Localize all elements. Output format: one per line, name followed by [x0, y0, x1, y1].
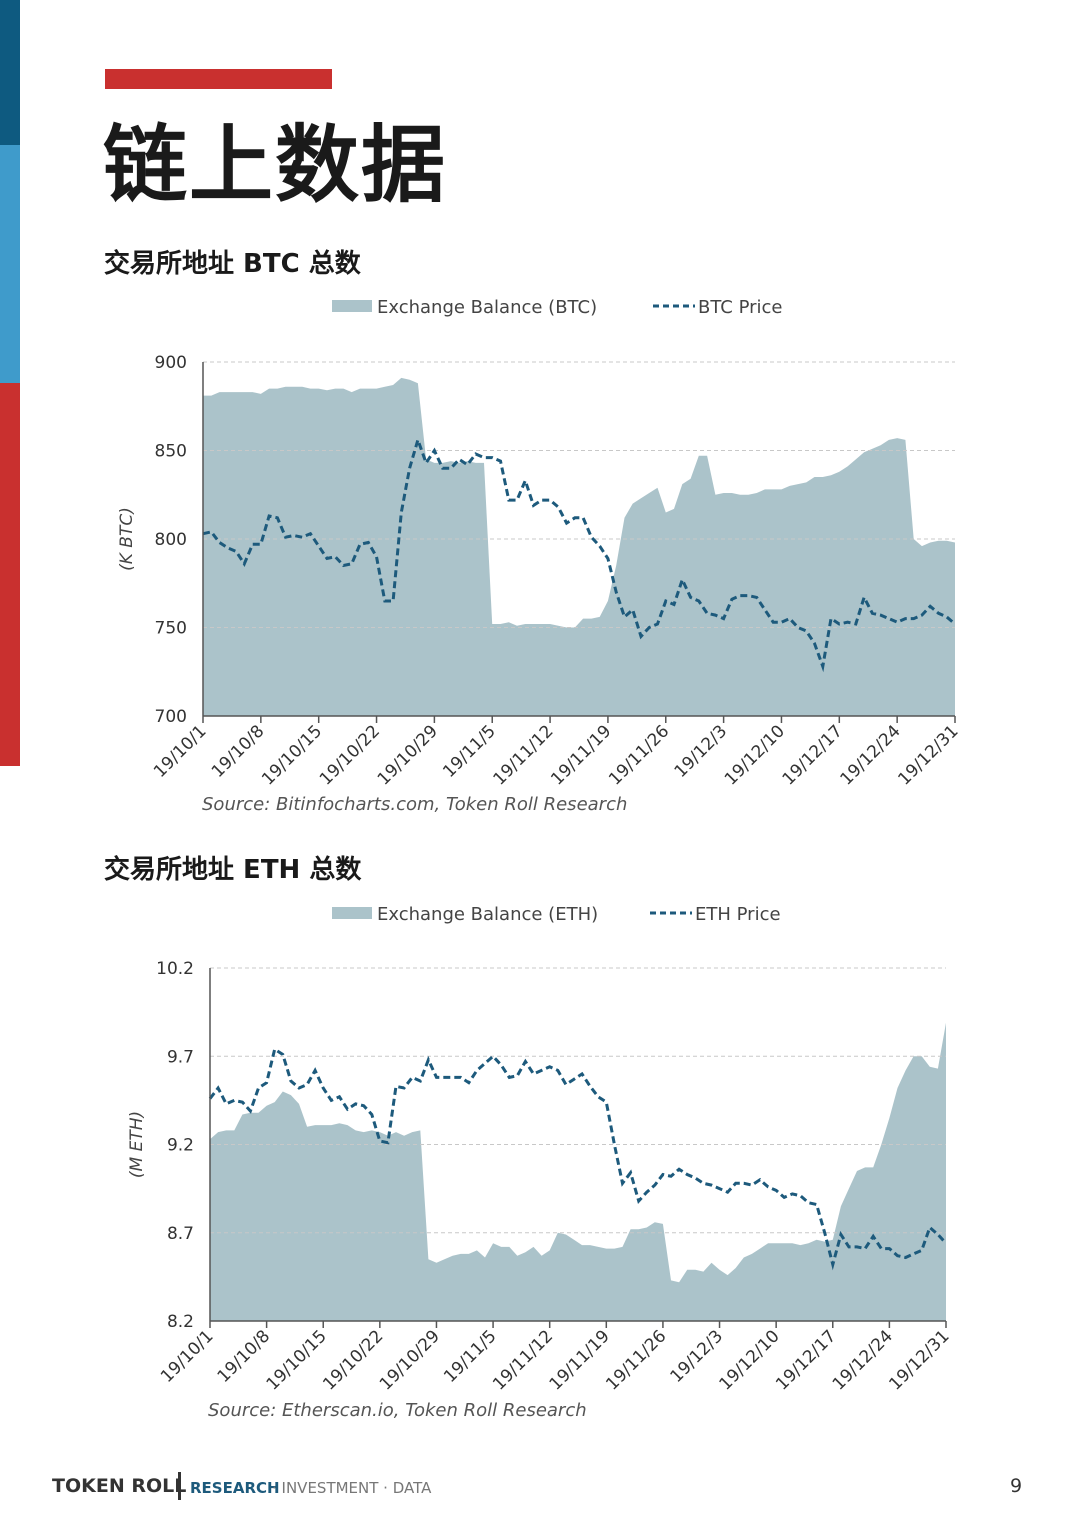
- footer-highlight: RESEARCH: [190, 1479, 280, 1497]
- chart-title: 交易所地址 ETH 总数: [104, 854, 362, 885]
- x-tick-label: 19/11/19: [546, 1326, 614, 1394]
- x-tick-label: 19/12/17: [772, 1326, 840, 1394]
- source-note: Source: Etherscan.io, Token Roll Researc…: [208, 1400, 587, 1421]
- side-bar: [0, 383, 20, 766]
- x-tick-label: 19/11/26: [602, 1326, 670, 1394]
- x-tick-label: 19/10/29: [376, 1326, 444, 1394]
- y-tick-label: 8.7: [167, 1224, 194, 1244]
- legend-label: Exchange Balance (BTC): [377, 297, 597, 318]
- legend-swatch: [332, 300, 372, 312]
- y-axis-label: (M ETH): [127, 1111, 147, 1178]
- x-tick-label: 19/11/12: [489, 1326, 557, 1394]
- area: [210, 1022, 946, 1321]
- x-tick-label: 19/10/1: [150, 721, 210, 781]
- price-line: [208, 1046, 948, 1271]
- y-tick-label: 750: [155, 619, 187, 639]
- side-bar: [0, 145, 20, 383]
- x-tick-label: 19/11/19: [547, 721, 615, 789]
- y-tick-label: 900: [155, 353, 187, 373]
- title-bar: [105, 69, 332, 89]
- x-tick-label: 19/11/12: [489, 721, 557, 789]
- x-tick-label: 19/10/15: [258, 721, 326, 789]
- charts: 交易所地址 BTC 总数 Exchange Balance (BTC) BTC Pr…: [104, 248, 963, 1421]
- footer-divider: [178, 1472, 181, 1500]
- page-title: 链上数据: [103, 116, 448, 214]
- side-bar: [0, 0, 20, 145]
- area: [203, 377, 955, 716]
- legend-label: ETH Price: [695, 904, 781, 925]
- y-tick-label: 800: [155, 530, 187, 550]
- x-tick-label: 19/12/24: [829, 1326, 897, 1394]
- x-tick-label: 19/12/17: [779, 721, 847, 789]
- y-tick-label: 10.2: [156, 959, 194, 979]
- y-tick-label: 9.7: [167, 1047, 194, 1067]
- y-axis-label: (K BTC): [117, 507, 137, 571]
- y-tick-label: 850: [155, 442, 187, 462]
- y-tick-label: 9.2: [167, 1136, 194, 1156]
- legend-label: Exchange Balance (ETH): [377, 904, 598, 925]
- x-tick-label: 19/12/31: [885, 1326, 953, 1394]
- legend-swatch: [332, 907, 372, 919]
- source-note: Source: Bitinfocharts.com, Token Roll Re…: [202, 794, 627, 815]
- page-number: 9: [1010, 1475, 1023, 1497]
- x-tick-label: 19/12/24: [837, 721, 905, 789]
- x-tick-label: 19/10/29: [374, 721, 442, 789]
- price-line: [202, 435, 956, 673]
- x-tick-label: 19/10/22: [319, 1326, 387, 1394]
- x-tick-label: 19/10/1: [157, 1326, 217, 1386]
- x-tick-label: 19/10/15: [263, 1326, 331, 1394]
- footer-tagline: · INVESTMENT · DATA: [272, 1479, 432, 1497]
- x-tick-label: 19/11/26: [605, 721, 673, 789]
- legend-label: BTC Price: [698, 297, 783, 318]
- x-tick-label: 19/12/10: [716, 1326, 784, 1394]
- footer-brand: TOKEN ROLL: [52, 1475, 187, 1497]
- chart-title: 交易所地址 BTC 总数: [104, 248, 362, 279]
- x-tick-label: 19/12/10: [721, 721, 789, 789]
- y-tick-label: 700: [155, 707, 187, 727]
- y-tick-label: 8.2: [167, 1312, 194, 1332]
- x-tick-label: 19/10/22: [316, 721, 384, 789]
- x-tick-label: 19/12/31: [894, 721, 962, 789]
